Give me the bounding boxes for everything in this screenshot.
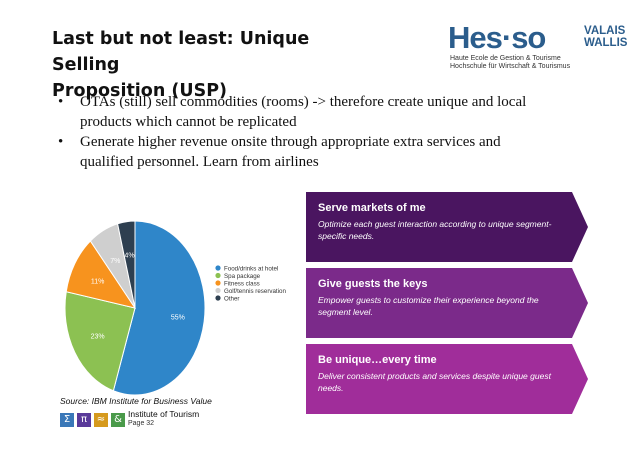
logo-valais-line-2: WALLIS (584, 37, 628, 49)
banner-description: Empower guests to customize their experi… (318, 295, 539, 317)
banner-be-unique: Be unique…every time Deliver consistent … (306, 344, 588, 414)
bullet-item: • OTAs (still) sell commodities (rooms) … (58, 92, 528, 132)
pie-value-label: 23% (91, 333, 105, 340)
logo-valais-text: VALAIS WALLIS (584, 25, 627, 49)
legend-label: Other (224, 295, 239, 302)
legend-label: Spa package (224, 273, 261, 280)
hes-so-logo: Hes·so VALAIS WALLIS Haute Ecole de Gest… (448, 20, 627, 72)
slide-title: Last but not least: Unique Selling Propo… (52, 26, 372, 104)
approx-icon: ≈ (94, 413, 108, 427)
banner-description: Deliver consistent products and services… (318, 371, 551, 393)
title-line-1: Last but not least: Unique Selling (52, 29, 310, 75)
banner-title: Serve markets of me (318, 202, 426, 214)
legend-swatch (215, 287, 221, 294)
legend-swatch (215, 265, 221, 271)
bullet-list: • OTAs (still) sell commodities (rooms) … (58, 92, 528, 172)
bullet-item: • Generate higher revenue onsite through… (58, 132, 528, 172)
legend-swatch (215, 272, 221, 279)
pie-value-label: 4% (124, 252, 134, 259)
page-number: Page 32 (128, 420, 155, 427)
banner-title: Give guests the keys (318, 278, 428, 290)
banner-shape (306, 344, 588, 414)
banner-description: Optimize each guest interaction accordin… (318, 219, 552, 241)
logo-sub-line-2: Hochschule für Wirtschaft & Tourismus (450, 63, 571, 70)
banner-serve-markets: Serve markets of me Optimize each guest … (306, 192, 588, 262)
source-note: Source: IBM Institute for Business Value (60, 396, 212, 406)
banner-shape (306, 192, 588, 262)
title-line-2: Proposition (USP) (52, 81, 228, 101)
bullet-text: OTAs (still) sell commodities (rooms) ->… (80, 94, 527, 130)
legend-label: Fitness class (224, 280, 260, 287)
banner-shape (306, 268, 588, 338)
legend-swatch (215, 295, 221, 301)
banner-give-keys: Give guests the keys Empower guests to c… (306, 268, 588, 338)
logo-subtitle: Haute Ecole de Gestion & Tourisme Hochsc… (450, 55, 570, 71)
footer-institute-label: Institute of Tourism (128, 409, 200, 419)
sigma-icon: Σ (60, 413, 74, 427)
legend-label: Golf/tennis reservation (224, 288, 286, 295)
bullet-text: Generate higher revenue onsite through a… (80, 134, 501, 170)
logo-valais-line-1: VALAIS (584, 25, 626, 37)
logo-main-text: Hes·so (448, 20, 546, 55)
pi-icon: π (77, 413, 91, 427)
pie-value-label: 7% (110, 258, 120, 265)
pie-slice (117, 220, 136, 309)
pie-value-label: 11% (91, 279, 105, 286)
legend-swatch (215, 280, 221, 286)
logo-sub-line-1: Haute Ecole de Gestion & Tourisme (450, 55, 561, 62)
ampersand-icon: & (111, 413, 125, 427)
legend-label: Food/drinks at hotel (224, 265, 278, 272)
bullet-marker: • (58, 134, 64, 150)
pie-slice (64, 291, 136, 392)
pie-slice (112, 220, 206, 396)
pie-value-label: 55% (171, 314, 185, 321)
bullet-marker: • (58, 94, 64, 110)
banner-title: Be unique…every time (318, 354, 437, 366)
